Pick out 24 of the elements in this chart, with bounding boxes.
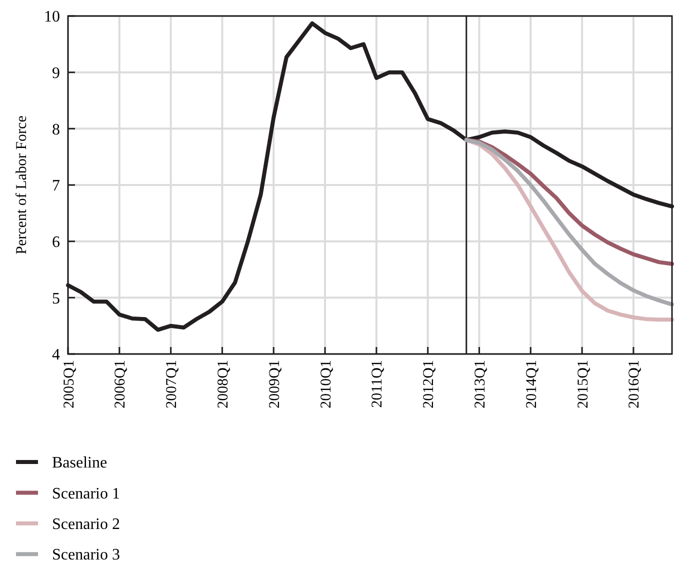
y-tick-label: 8 (52, 121, 60, 138)
x-tick-label: 2012Q1 (421, 360, 438, 408)
y-tick-label: 5 (52, 290, 60, 308)
x-tick-label: 2014Q1 (524, 360, 540, 408)
x-tick-label: 2007Q1 (164, 360, 180, 408)
y-tick-label: 6 (52, 234, 60, 251)
x-tick-label: 2013Q1 (472, 360, 488, 408)
x-tick-label: 2016Q1 (626, 360, 643, 408)
legend-label: Scenario 2 (52, 516, 120, 533)
x-tick-label: 2006Q1 (112, 360, 129, 408)
y-tick-label: 10 (44, 8, 60, 26)
y-tick-label: 9 (52, 64, 60, 82)
legend-label: Baseline (52, 454, 108, 472)
x-tick-label: 2005Q1 (61, 360, 78, 408)
legend-label: Scenario 1 (52, 485, 120, 502)
legend-label: Scenario 3 (52, 546, 120, 564)
x-tick-label: 2010Q1 (318, 360, 334, 408)
x-tick-label: 2015Q1 (575, 360, 592, 408)
y-tick-label: 4 (52, 346, 60, 364)
x-tick-label: 2011Q1 (370, 360, 386, 408)
y-axis-title: Percent of Labor Force (14, 115, 30, 254)
y-tick-label: 7 (52, 178, 60, 195)
x-tick-label: 2008Q1 (215, 360, 232, 408)
x-tick-label: 2009Q1 (266, 360, 283, 408)
